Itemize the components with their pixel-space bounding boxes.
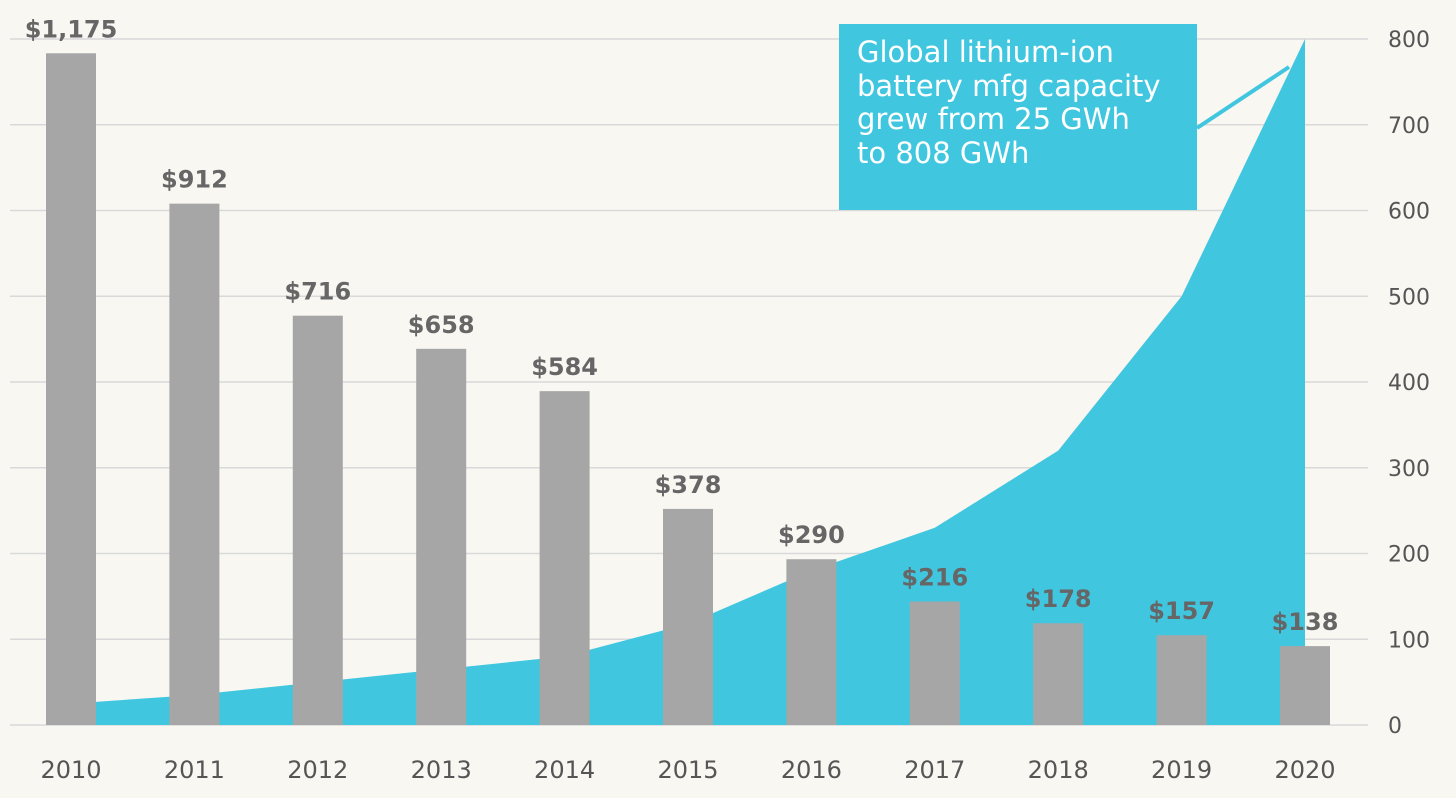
right-axis-tick-label: 500 bbox=[1388, 285, 1430, 310]
price-bar-label: $290 bbox=[778, 521, 845, 549]
x-axis-tick-label: 2018 bbox=[1028, 756, 1089, 784]
price-bar bbox=[909, 601, 960, 725]
price-bar bbox=[663, 508, 713, 725]
x-axis-tick-label: 2019 bbox=[1151, 756, 1212, 784]
right-axis-tick-label: 800 bbox=[1388, 28, 1430, 53]
right-axis-tick-label: 300 bbox=[1388, 457, 1430, 482]
price-bar-label: $216 bbox=[901, 564, 968, 592]
price-bar bbox=[46, 53, 96, 725]
price-bar-label: $584 bbox=[531, 353, 598, 381]
price-bar-label: $1,175 bbox=[25, 15, 118, 43]
price-bar-label: $378 bbox=[655, 471, 722, 499]
annotation-line-4: to 808 GWh bbox=[857, 135, 1030, 170]
x-axis-tick-label: 2014 bbox=[534, 756, 595, 784]
x-axis-tick-label: 2020 bbox=[1274, 756, 1335, 784]
capacity-annotation-box: Global lithium-ion battery mfg capacity … bbox=[839, 24, 1197, 210]
x-axis-tick-label: 2013 bbox=[411, 756, 472, 784]
annotation-line-3: grew from 25 GWh bbox=[857, 102, 1130, 137]
right-axis-tick-label: 600 bbox=[1388, 200, 1430, 225]
capacity-area-layer bbox=[71, 39, 1305, 725]
right-axis-tick-label: 0 bbox=[1388, 714, 1402, 739]
x-axis-ticks: 2010 2011 2012 2013 2014 2015 2016 2017 2018 2019… bbox=[40, 756, 1335, 784]
x-axis-tick-label: 2012 bbox=[287, 756, 348, 784]
x-axis-tick-label: 2011 bbox=[164, 756, 225, 784]
price-bar bbox=[416, 348, 467, 725]
price-bar-label: $912 bbox=[161, 166, 228, 194]
price-bar-label: $138 bbox=[1272, 608, 1339, 636]
x-axis-tick-label: 2016 bbox=[781, 756, 842, 784]
price-bar bbox=[1280, 646, 1330, 725]
x-axis-tick-label: 2017 bbox=[904, 756, 965, 784]
right-axis-tick-label: 200 bbox=[1388, 543, 1430, 568]
price-bars-layer bbox=[46, 53, 1330, 725]
annotation-line-1: Global lithium-ion bbox=[857, 35, 1114, 69]
price-bar bbox=[539, 391, 590, 725]
right-axis-tick-label: 700 bbox=[1388, 114, 1430, 139]
price-bar-label: $178 bbox=[1025, 585, 1092, 613]
callout-leader-line bbox=[1195, 65, 1291, 130]
bar-labels-layer: $1,175 $912 $716 $658 $584 $378 $290 $216 $178 $1… bbox=[25, 15, 1339, 636]
price-bar bbox=[786, 559, 837, 725]
x-axis-tick-label: 2010 bbox=[40, 756, 101, 784]
price-bar bbox=[1033, 623, 1084, 725]
capacity-area bbox=[71, 39, 1305, 725]
right-axis-ticks: 0 100 200 300 400 500 600 700 800 bbox=[1388, 28, 1430, 739]
x-axis-tick-label: 2015 bbox=[657, 756, 718, 784]
price-bar-label: $658 bbox=[408, 311, 475, 339]
right-axis-tick-label: 100 bbox=[1388, 628, 1430, 653]
price-bar-label: $157 bbox=[1148, 597, 1215, 625]
gridlines bbox=[10, 38, 1368, 726]
annotation-line-2: battery mfg capacity bbox=[857, 68, 1161, 103]
price-bar bbox=[169, 203, 220, 725]
price-bar bbox=[1156, 635, 1207, 725]
price-bar-label: $716 bbox=[284, 278, 351, 306]
right-axis-tick-label: 400 bbox=[1388, 371, 1430, 396]
price-bar bbox=[292, 315, 343, 725]
